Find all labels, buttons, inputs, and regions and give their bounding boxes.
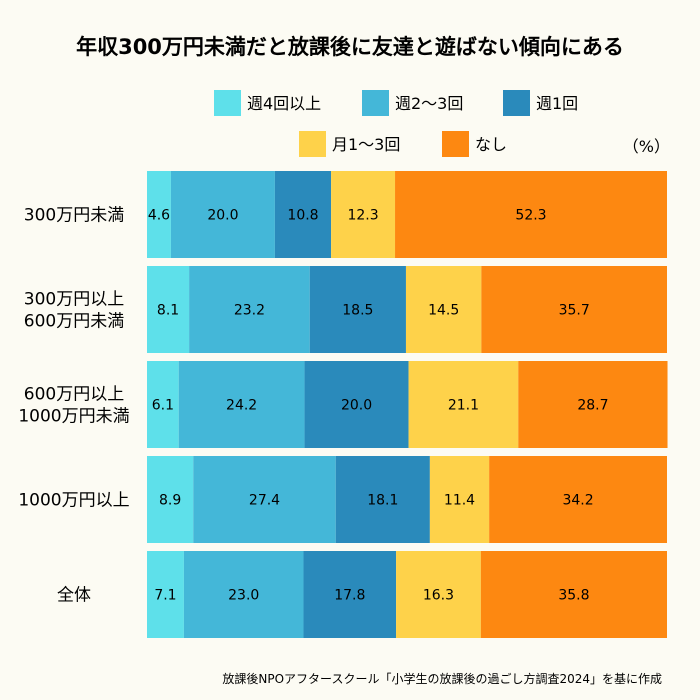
category-label-r1: 300万円未満 — [24, 206, 124, 226]
value-label-r1-s5: 52.3 — [515, 208, 546, 224]
value-label-r2-s5: 35.7 — [559, 303, 590, 319]
bar-segment-r5-s3 — [303, 551, 397, 638]
value-label-r4-s3: 18.1 — [367, 493, 398, 509]
source-note: 放課後NPOアフタースクール「小学生の放課後の過ごし方調査2024」を基に作成 — [222, 671, 662, 686]
bar-segment-r2-s3 — [309, 266, 406, 353]
legend-label-5: なし — [475, 135, 507, 154]
value-label-r2-s2: 23.2 — [234, 303, 265, 319]
bar-segment-r1-s1 — [147, 171, 171, 258]
category-label-r4: 1000万円以上 — [18, 491, 129, 511]
value-label-r4-s1: 8.9 — [159, 493, 181, 509]
legend-swatch-5 — [442, 131, 469, 157]
category-label-r3-l1: 600万円以上 — [24, 385, 124, 405]
value-label-r2-s1: 8.1 — [157, 303, 179, 319]
legend-label-2: 週2〜3回 — [395, 94, 463, 113]
legend-label-3: 週1回 — [536, 94, 578, 113]
value-label-r5-s2: 23.0 — [228, 588, 259, 604]
category-label-r2-l1: 300万円以上 — [24, 290, 124, 310]
bar-segment-r2-s4 — [405, 266, 482, 353]
value-label-r4-s4: 11.4 — [444, 493, 475, 509]
bar-segment-r5-s5 — [480, 551, 667, 638]
legend-swatch-1 — [214, 90, 241, 116]
bar-segment-r4-s2 — [193, 456, 336, 543]
bar-segment-r4-s5 — [489, 456, 667, 543]
value-label-r4-s2: 27.4 — [249, 493, 280, 509]
value-label-r3-s5: 28.7 — [577, 398, 608, 414]
bar-segment-r2-s5 — [481, 266, 667, 353]
value-label-r3-s4: 21.1 — [448, 398, 479, 414]
legend-swatch-3 — [503, 90, 530, 116]
bar-segment-r5-s1 — [147, 551, 184, 638]
bar-segment-r2-s1 — [147, 266, 190, 353]
bar-segment-r5-s2 — [183, 551, 304, 638]
bar-segment-r3-s3 — [304, 361, 409, 448]
legend-label-4: 月1〜3回 — [332, 135, 400, 154]
value-label-r5-s1: 7.1 — [154, 588, 176, 604]
bar-segment-r4-s1 — [147, 456, 194, 543]
bar-segment-r3-s5 — [518, 361, 668, 448]
bar-segment-r3-s4 — [408, 361, 519, 448]
value-label-r2-s3: 18.5 — [342, 303, 373, 319]
value-label-r3-s1: 6.1 — [152, 398, 174, 414]
value-label-r1-s4: 12.3 — [347, 208, 378, 224]
value-label-r1-s1: 4.6 — [148, 208, 170, 224]
bars: 4.6 20.0 10.8 12.3 52.3 8.1 23.2 18.5 14.5 35.7 6.… — [147, 171, 668, 638]
category-label-r3-l2: 1000万円未満 — [18, 407, 129, 427]
bar-segment-r4-s3 — [335, 456, 430, 543]
value-label-r5-s5: 35.8 — [558, 588, 589, 604]
bar-segment-r4-s4 — [429, 456, 490, 543]
value-label-r4-s5: 34.2 — [562, 493, 593, 509]
category-label-r2-l2: 600万円未満 — [24, 312, 124, 332]
legend-swatch-4 — [299, 131, 326, 157]
value-label-r3-s3: 20.0 — [341, 398, 372, 414]
chart-title: 年収300万円未満だと放課後に友達と遊ばない傾向にある — [76, 35, 624, 59]
value-label-r5-s4: 16.3 — [423, 588, 454, 604]
value-label-r5-s3: 17.8 — [334, 588, 365, 604]
category-label-r5: 全体 — [57, 586, 91, 606]
value-label-r1-s3: 10.8 — [287, 208, 318, 224]
bar-segment-r1-s3 — [274, 171, 332, 258]
bar-segment-r1-s2 — [170, 171, 275, 258]
unit-label: （%） — [623, 137, 670, 156]
value-label-r3-s2: 24.2 — [226, 398, 257, 414]
bar-segment-r3-s2 — [178, 361, 305, 448]
bar-segment-r2-s2 — [189, 266, 310, 353]
value-label-r1-s2: 20.0 — [207, 208, 238, 224]
bar-segment-r1-s4 — [331, 171, 396, 258]
legend-label-1: 週4回以上 — [247, 94, 321, 113]
bar-segment-r3-s1 — [147, 361, 179, 448]
value-label-r2-s4: 14.5 — [428, 303, 459, 319]
legend-swatch-2 — [362, 90, 389, 116]
bar-segment-r1-s5 — [395, 171, 667, 258]
bar-segment-r5-s4 — [396, 551, 481, 638]
